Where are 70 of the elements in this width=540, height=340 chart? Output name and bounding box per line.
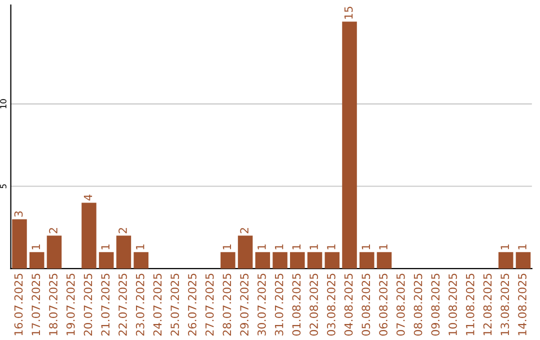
bar	[516, 252, 531, 269]
x-tick-label: 28.07.2025	[222, 274, 232, 336]
bar	[82, 202, 96, 269]
x-tick-label: 07.08.2025	[396, 274, 405, 336]
x-tick-label: 04.08.2025	[344, 274, 353, 336]
bar	[98, 252, 114, 269]
x-tick-label: 31.07.2025	[274, 274, 284, 336]
x-tick-label: 30.07.2025	[257, 274, 266, 336]
bar	[29, 252, 44, 269]
data-label: 1	[222, 244, 231, 250]
x-tick-label: 24.07.2025	[153, 274, 162, 336]
x-tick-label: 11.08.2025	[466, 274, 474, 336]
x-tick-label: 14.08.2025	[518, 274, 526, 336]
x-tick-label: 19.07.2025	[66, 274, 75, 336]
x-tick-label: 05.08.2025	[362, 274, 370, 336]
x-tick-label: 25.07.2025	[170, 274, 180, 336]
bar	[46, 236, 62, 269]
data-label: 1	[136, 244, 144, 250]
bar	[272, 252, 288, 269]
bar	[290, 252, 305, 269]
data-label: 1	[310, 244, 318, 250]
data-label: 1	[500, 244, 509, 250]
data-label: 3	[14, 211, 23, 217]
x-tick-label: 23.07.2025	[136, 274, 144, 336]
data-label: 15	[344, 6, 353, 19]
x-tick-label: 08.08.2025	[414, 274, 422, 336]
x-tick-label: 06.08.2025	[379, 274, 388, 336]
bar	[238, 236, 253, 269]
data-label: 1	[518, 244, 526, 250]
x-tick-label: 03.08.2025	[326, 274, 336, 336]
x-tick-label: 13.08.2025	[500, 274, 510, 336]
y-tick-label: 10	[0, 99, 6, 108]
bar	[324, 252, 340, 269]
x-tick-label: 10.08.2025	[448, 274, 457, 336]
data-label: 2	[118, 228, 127, 234]
bar	[255, 252, 270, 269]
x-tick-label: 17.07.2025	[32, 274, 40, 336]
x-tick-label: 22.07.2025	[118, 274, 127, 336]
data-label: 1	[292, 244, 300, 250]
data-label: 2	[49, 228, 58, 234]
bar	[116, 236, 132, 269]
x-tick-label: 12.08.2025	[483, 274, 492, 336]
bar	[220, 252, 236, 269]
bar	[134, 252, 148, 269]
bar	[498, 252, 514, 269]
x-tick-label: 09.08.2025	[431, 274, 440, 336]
data-label: 1	[258, 244, 266, 250]
x-tick-label: 16.07.2025	[14, 274, 23, 336]
x-tick-label: 18.07.2025	[49, 274, 58, 336]
bar	[360, 252, 374, 269]
x-tick-label: 26.07.2025	[188, 274, 196, 336]
x-tick-label: 29.07.2025	[240, 274, 249, 336]
bar	[342, 22, 357, 269]
bar	[307, 252, 322, 269]
data-label: 1	[101, 244, 110, 250]
data-label: 4	[84, 194, 92, 201]
data-label: 1	[32, 244, 40, 250]
x-tick-label: 27.07.2025	[205, 274, 214, 336]
y-tick-label: 5	[0, 184, 6, 188]
data-label: 1	[379, 244, 388, 250]
data-label: 1	[362, 244, 370, 250]
data-label: 1	[275, 244, 284, 250]
bar	[376, 252, 392, 269]
bar	[12, 219, 27, 269]
data-label: 1	[327, 244, 336, 250]
x-tick-label: 02.08.2025	[310, 274, 318, 336]
x-tick-label: 20.07.2025	[84, 274, 92, 336]
x-tick-label: 21.07.2025	[101, 274, 110, 336]
data-label: 2	[240, 228, 248, 234]
x-tick-label: 01.08.2025	[292, 274, 301, 336]
